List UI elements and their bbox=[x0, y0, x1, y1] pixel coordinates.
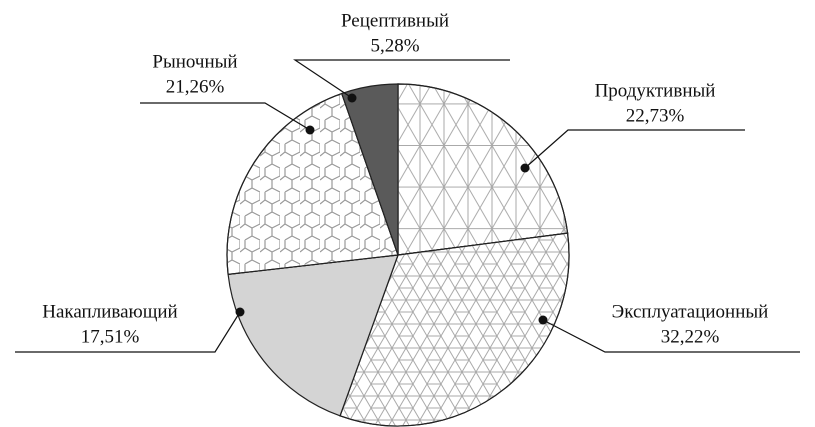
pie-slice bbox=[341, 83, 399, 256]
slice-pattern bbox=[226, 92, 399, 276]
slice-label: Рыночный bbox=[152, 51, 237, 72]
leader-dot bbox=[235, 307, 245, 317]
slice-label: Продуктивный bbox=[595, 80, 716, 101]
leader-line bbox=[293, 59, 510, 99]
slice-value-label: 17,51% bbox=[81, 326, 140, 347]
pie-slice bbox=[227, 254, 399, 417]
slice-value-label: 5,28% bbox=[370, 35, 419, 56]
slice-label: Эксплуатационный bbox=[612, 301, 769, 322]
slice-value-label: 22,73% bbox=[626, 105, 685, 126]
leader-dot bbox=[347, 93, 357, 103]
slice-pattern bbox=[397, 83, 569, 256]
slice-value-label: 21,26% bbox=[166, 76, 225, 97]
leader-line bbox=[140, 102, 311, 131]
slice-label: Накапливающий bbox=[42, 301, 177, 322]
leader-line bbox=[524, 129, 745, 169]
leader-dot bbox=[305, 125, 315, 135]
slice-label: Рецептивный bbox=[341, 10, 449, 31]
leader-dot bbox=[538, 315, 548, 325]
leader-line bbox=[15, 311, 241, 353]
slice-pattern bbox=[339, 232, 570, 427]
leader-line bbox=[542, 319, 800, 353]
leader-dot bbox=[520, 163, 530, 173]
slice-value-label: 32,22% bbox=[661, 326, 720, 347]
